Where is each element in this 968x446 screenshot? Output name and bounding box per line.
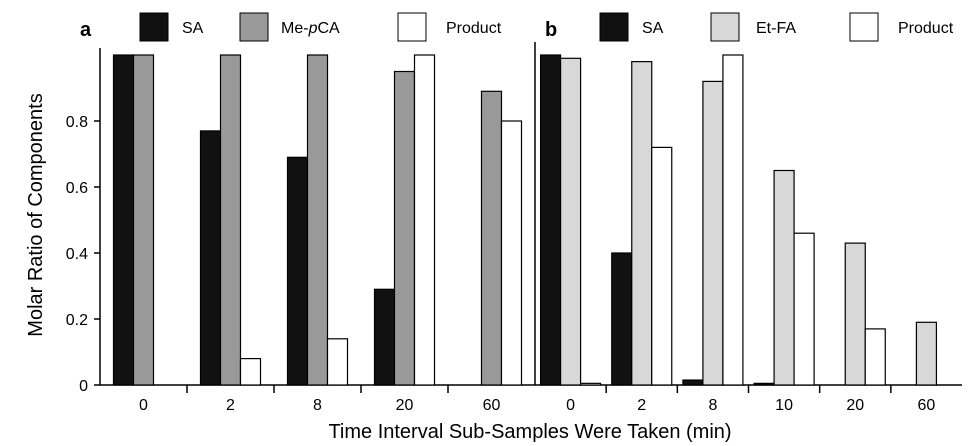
bar-b-product-20 (864, 328, 886, 386)
bar-b-product-0 (579, 382, 602, 386)
legend-swatch-etfa-b (710, 12, 740, 42)
x-tick-label: 8 (313, 397, 322, 414)
axis-ticks: 0 0.2 0.4 0.6 0.8 0 2 8 20 60 0 2 8 10 20 60 (66, 114, 936, 414)
x-tick-label: 20 (396, 397, 414, 414)
x-tick-label: 8 (708, 397, 717, 414)
bar-a-product-60 (500, 120, 523, 386)
bar-b-etfa-60 (915, 321, 938, 386)
bar-a-sa-2 (199, 130, 222, 386)
x-tick-label: 0 (566, 397, 575, 414)
legend-swatch-sa-b (599, 12, 629, 42)
x-axis-title: Time Interval Sub-Samples Were Taken (mi… (328, 421, 731, 443)
x-tick-label: 2 (226, 397, 235, 414)
legend-label-product-b: Product (898, 20, 954, 37)
bar-a-mepca-2 (219, 54, 242, 386)
y-tick-label: 0.8 (66, 114, 88, 131)
x-tick-label: 2 (637, 397, 646, 414)
bar-a-mepca-60 (480, 90, 503, 386)
y-tick-label: 0.2 (66, 312, 88, 329)
legend-swatch-mepca-a (239, 12, 269, 42)
bar-b-etfa-0 (559, 57, 582, 386)
bar-a-mepca-8 (306, 54, 329, 386)
legend-label-product-a: Product (446, 20, 502, 37)
bar-a-sa-8 (286, 156, 309, 386)
legend-swatch-product-a (397, 12, 427, 42)
x-tick-label: 60 (483, 397, 501, 414)
legend-label-mepca-a: Me-pCA (281, 20, 340, 37)
bar-a-sa-0 (112, 54, 135, 386)
bars (112, 54, 938, 386)
x-tick-label: 60 (918, 397, 936, 414)
bar-a-product-20 (413, 54, 436, 386)
y-tick-label: 0 (79, 378, 88, 395)
x-tick-label: 20 (846, 397, 864, 414)
bar-a-sa-20 (373, 288, 396, 386)
x-tick-label: 10 (775, 397, 793, 414)
bar-b-sa-10 (753, 382, 775, 386)
legend-swatch-product-b (849, 12, 879, 42)
x-tick-label: 0 (139, 397, 148, 414)
panel-label-b: b (545, 19, 557, 41)
legend-label-etfa-b: Et-FA (756, 20, 796, 37)
bar-b-sa-2 (611, 252, 633, 386)
bar-a-mepca-0 (132, 54, 155, 386)
legend-swatch-sa-a (139, 12, 169, 42)
bar-a-product-8 (326, 338, 349, 386)
bar-a-mepca-20 (393, 70, 416, 386)
legend-label-sa-b: SA (642, 20, 664, 37)
panel-label-a: a (80, 19, 92, 41)
bar-b-sa-8 (682, 379, 704, 386)
bar-b-etfa-8 (702, 80, 724, 386)
y-axis-title: Molar Ratio of Components (25, 93, 47, 336)
bar-b-product-8 (722, 54, 744, 386)
bar-a-product-2 (239, 358, 262, 386)
bar-b-product-10 (793, 232, 815, 386)
bar-b-sa-0 (539, 54, 562, 386)
bar-b-product-2 (651, 146, 673, 386)
bar-b-etfa-2 (631, 60, 653, 386)
bar-b-etfa-20 (844, 242, 866, 386)
legend-label-sa-a: SA (182, 20, 204, 37)
bar-b-etfa-10 (773, 169, 795, 386)
y-tick-label: 0.6 (66, 180, 88, 197)
y-tick-label: 0.4 (66, 246, 88, 263)
